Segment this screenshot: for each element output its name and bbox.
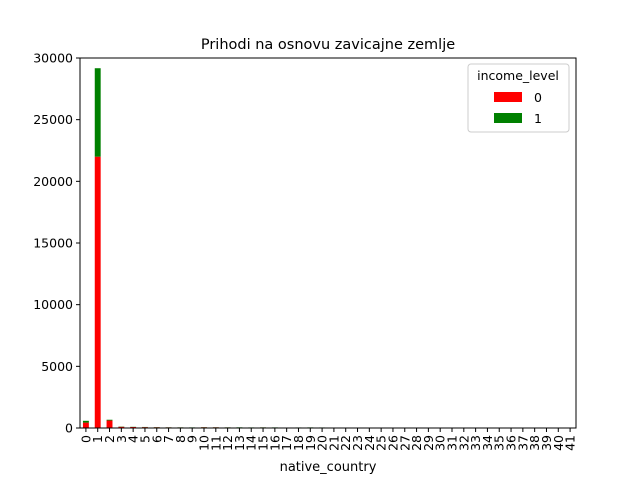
bar-s1-c0 bbox=[82, 420, 89, 423]
x-tick-label: 13 bbox=[232, 435, 247, 451]
y-tick-label: 0 bbox=[65, 421, 73, 436]
x-tick-label: 22 bbox=[338, 435, 353, 451]
y-tick-label: 20000 bbox=[33, 174, 73, 189]
bar-s0-c3 bbox=[118, 426, 125, 428]
x-tick-label: 15 bbox=[256, 435, 271, 451]
x-tick-label: 25 bbox=[374, 435, 389, 451]
x-tick-label: 14 bbox=[244, 435, 259, 451]
legend-swatch-1 bbox=[494, 113, 522, 123]
x-tick-label: 40 bbox=[551, 435, 566, 451]
x-axis: 0123456789101112131415161718192021222324… bbox=[78, 428, 578, 451]
x-tick-label: 6 bbox=[149, 435, 164, 443]
x-tick-label: 35 bbox=[492, 435, 507, 451]
y-tick-label: 15000 bbox=[33, 236, 73, 251]
bar-s1-c2 bbox=[106, 419, 113, 421]
x-tick-label: 23 bbox=[350, 435, 365, 451]
x-tick-label: 26 bbox=[385, 435, 400, 451]
x-tick-label: 12 bbox=[220, 435, 235, 451]
x-tick-label: 11 bbox=[208, 435, 223, 451]
y-tick-label: 30000 bbox=[33, 51, 73, 66]
x-tick-label: 0 bbox=[78, 435, 93, 443]
y-tick-label: 25000 bbox=[33, 112, 73, 127]
x-tick-label: 39 bbox=[539, 435, 554, 451]
x-tick-label: 30 bbox=[433, 435, 448, 451]
x-tick-label: 7 bbox=[161, 435, 176, 443]
x-tick-label: 18 bbox=[291, 435, 306, 451]
chart-title: Prihodi na osnovu zavicajne zemlje bbox=[201, 37, 455, 53]
x-tick-label: 41 bbox=[563, 435, 578, 451]
x-tick-label: 16 bbox=[267, 435, 282, 451]
x-tick-label: 9 bbox=[185, 435, 200, 443]
x-tick-label: 33 bbox=[468, 435, 483, 451]
x-tick-label: 31 bbox=[445, 435, 460, 451]
y-tick-label: 5000 bbox=[41, 359, 73, 374]
x-tick-label: 5 bbox=[137, 435, 152, 443]
y-tick-label: 10000 bbox=[33, 297, 73, 312]
x-tick-label: 32 bbox=[456, 435, 471, 451]
x-tick-label: 1 bbox=[90, 435, 105, 443]
x-tick-label: 38 bbox=[527, 435, 542, 451]
legend-swatch-0 bbox=[494, 92, 522, 102]
x-tick-label: 4 bbox=[126, 435, 141, 443]
x-tick-label: 29 bbox=[421, 435, 436, 451]
bar-s0-c2 bbox=[106, 420, 113, 428]
x-tick-label: 2 bbox=[102, 435, 117, 443]
x-tick-label: 17 bbox=[279, 435, 294, 451]
x-tick-label: 36 bbox=[504, 435, 519, 451]
y-axis: 0 5000 10000 15000 20000 25000 30000 bbox=[33, 51, 80, 436]
bar-s1-c1 bbox=[94, 68, 101, 157]
x-tick-label: 24 bbox=[362, 435, 377, 451]
x-tick-label: 3 bbox=[114, 435, 129, 443]
bar-s0-c0 bbox=[82, 422, 89, 428]
bar-s0-c1 bbox=[94, 156, 101, 428]
legend-label-0: 0 bbox=[534, 90, 542, 105]
x-tick-label: 20 bbox=[315, 435, 330, 451]
x-tick-label: 37 bbox=[515, 435, 530, 451]
x-tick-label: 8 bbox=[173, 435, 188, 443]
x-tick-label: 21 bbox=[326, 435, 341, 451]
x-axis-label: native_country bbox=[280, 460, 377, 475]
legend-label-1: 1 bbox=[534, 111, 542, 126]
plot-frame bbox=[79, 57, 577, 429]
x-tick-label: 34 bbox=[480, 435, 495, 451]
legend: income_level 0 1 bbox=[467, 63, 570, 133]
x-tick-label: 28 bbox=[409, 435, 424, 451]
legend-title: income_level bbox=[477, 68, 559, 83]
x-tick-label: 10 bbox=[197, 435, 212, 451]
x-tick-label: 27 bbox=[397, 435, 412, 451]
x-tick-label: 19 bbox=[303, 435, 318, 451]
